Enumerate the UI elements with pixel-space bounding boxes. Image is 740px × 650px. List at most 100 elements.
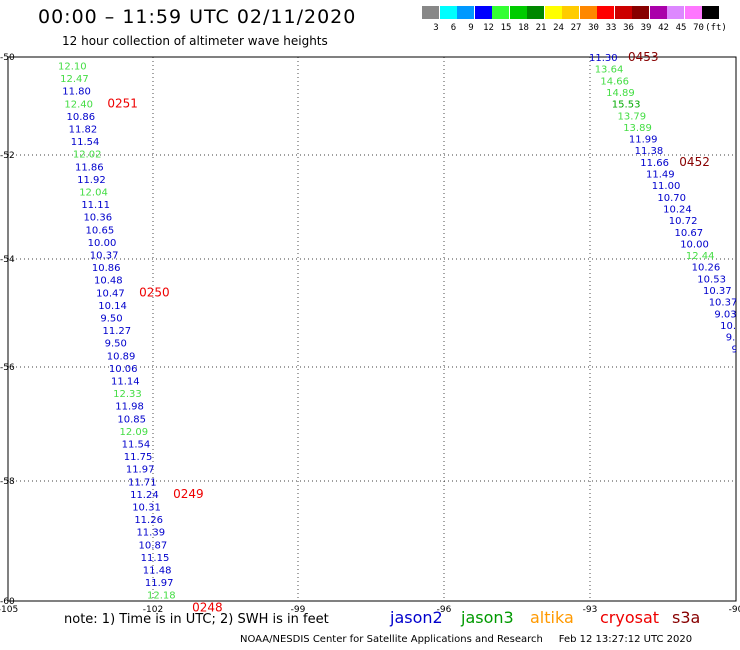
swh-value-label: 10.37 <box>709 298 738 309</box>
scale-swatch <box>702 6 719 19</box>
credit-line: NOAA/NESDIS Center for Satellite Applica… <box>240 634 693 645</box>
swh-value-label: 11.38 <box>635 146 664 157</box>
scale-swatch <box>579 6 597 19</box>
swh-value-label: 13.64 <box>595 65 624 76</box>
satellite-legend-item: jason2 <box>390 608 443 627</box>
longitude-tick-label: -96 <box>437 605 452 615</box>
latitude-tick-label: -56 <box>0 363 15 373</box>
scale-swatch <box>562 6 579 19</box>
swh-value-label: 11.97 <box>145 578 174 589</box>
swh-value-label: 10.37 <box>90 251 119 262</box>
swh-value-label: 10.85 <box>117 414 146 425</box>
latitude-tick-label: -54 <box>0 255 15 265</box>
swh-value-label: 11.80 <box>62 87 91 98</box>
swh-value-label: 12.40 <box>64 99 93 110</box>
swh-value-label: 10.67 <box>675 228 704 239</box>
swh-value-label: 15.53 <box>612 100 641 111</box>
swh-value-label: 11.48 <box>143 566 172 577</box>
swh-value-label: 10.70 <box>657 193 686 204</box>
satellite-legend-item: s3a <box>672 608 701 627</box>
swh-value-label: 10.24 <box>663 204 692 215</box>
scale-label: 30 <box>588 23 599 33</box>
scale-label: (ft) <box>705 23 727 33</box>
longitude-tick-label: -102 <box>143 605 163 615</box>
scale-swatch <box>422 6 439 19</box>
swh-value-label: 10.86 <box>66 112 95 123</box>
scale-swatch <box>649 6 667 19</box>
scale-label: 33 <box>605 23 617 33</box>
swh-value-label: 11.30 <box>589 53 618 64</box>
swh-value-label: 11.99 <box>629 135 658 146</box>
satellite-legend-item: jason3 <box>461 608 514 627</box>
swh-value-label: 11.75 <box>124 452 153 463</box>
scale-swatch <box>439 6 457 19</box>
page-title: 00:00 – 11:59 UTC 02/11/2020 <box>38 6 357 28</box>
swh-value-label: 9.44 <box>726 333 740 344</box>
pass-time-label: 0453 <box>628 50 659 64</box>
swh-value-label: 11.98 <box>115 402 144 413</box>
note-text: note: 1) Time is in UTC; 2) SWH is in fe… <box>64 612 329 627</box>
swh-value-label: 12.02 <box>73 150 102 161</box>
swh-value-label: 10.89 <box>107 351 136 362</box>
latitude-tick-label: -58 <box>0 477 15 487</box>
swh-value-label: 12.18 <box>147 591 176 602</box>
swh-value-label: 10.00 <box>88 238 117 249</box>
swh-value-label: 12.10 <box>58 62 87 73</box>
swh-value-label: 10.72 <box>669 216 698 227</box>
swh-value-label: 10.14 <box>98 301 127 312</box>
scale-swatch <box>667 6 684 19</box>
swh-value-label: 11.86 <box>75 162 104 173</box>
swh-value-label: 11.66 <box>640 158 669 169</box>
scale-swatch <box>614 6 632 19</box>
scale-label: 3 <box>433 23 439 33</box>
swh-value-label: 10.65 <box>86 225 115 236</box>
swh-value-label: 10.26 <box>692 263 721 274</box>
pass-time-label: 0251 <box>107 96 138 110</box>
swh-value-label: 11.92 <box>77 175 106 186</box>
swh-value-label: 10.00 <box>680 239 709 250</box>
swh-value-label: 9.03 <box>714 309 736 320</box>
swh-value-label: 11.82 <box>69 125 98 136</box>
latitude-tick-label: -60 <box>0 597 15 607</box>
longitude-tick-label: -90 <box>729 605 740 615</box>
swh-value-label: 11.97 <box>126 465 155 476</box>
pass-time-label: 0249 <box>173 487 204 501</box>
swh-value-label: 14.89 <box>606 88 635 99</box>
swh-value-label: 10.53 <box>697 274 726 285</box>
scale-swatch <box>632 6 649 19</box>
pass-time-label: 0452 <box>679 155 710 169</box>
scale-label: 6 <box>450 23 457 33</box>
swh-value-label: 11.27 <box>103 326 132 337</box>
swh-value-label: 9.7 <box>732 344 740 355</box>
scale-swatch <box>544 6 562 19</box>
swh-value-label: 11.71 <box>128 477 157 488</box>
scale-label: 12 <box>483 23 494 33</box>
swh-value-label: 9.50 <box>105 339 127 350</box>
page-subtitle: 12 hour collection of altimeter wave hei… <box>62 34 328 48</box>
swh-value-label: 10.31 <box>132 503 161 514</box>
longitude-tick-label: -105 <box>0 605 18 615</box>
swh-value-label: 11.26 <box>134 515 163 526</box>
swh-value-label: 11.15 <box>141 553 170 564</box>
swh-value-label: 12.44 <box>686 251 715 262</box>
swh-value-label: 10.86 <box>92 263 121 274</box>
swh-value-label: 11.00 <box>652 181 681 192</box>
swh-value-label: 11.11 <box>81 200 110 211</box>
scale-label: 24 <box>553 23 564 33</box>
swh-value-label: 14.66 <box>600 76 629 87</box>
scale-swatch <box>684 6 702 19</box>
scale-swatch <box>457 6 474 19</box>
satellite-legend-item: cryosat <box>600 608 660 627</box>
swh-value-label: 10.87 <box>139 540 168 551</box>
satellite-legend-item: altika <box>530 608 574 627</box>
swh-value-label: 13.89 <box>623 123 652 134</box>
swh-value-label: 10.37 <box>703 286 732 297</box>
swh-value-label: 10.47 <box>96 288 125 299</box>
swh-value-label: 12.09 <box>119 427 148 438</box>
swh-value-label: 11.54 <box>71 137 100 148</box>
swh-value-label: 11.14 <box>111 377 140 388</box>
swh-value-label: 11.39 <box>136 528 165 539</box>
swh-value-label: 12.47 <box>60 74 89 85</box>
scale-label: 15 <box>500 23 512 33</box>
scale-label: 45 <box>675 23 687 33</box>
